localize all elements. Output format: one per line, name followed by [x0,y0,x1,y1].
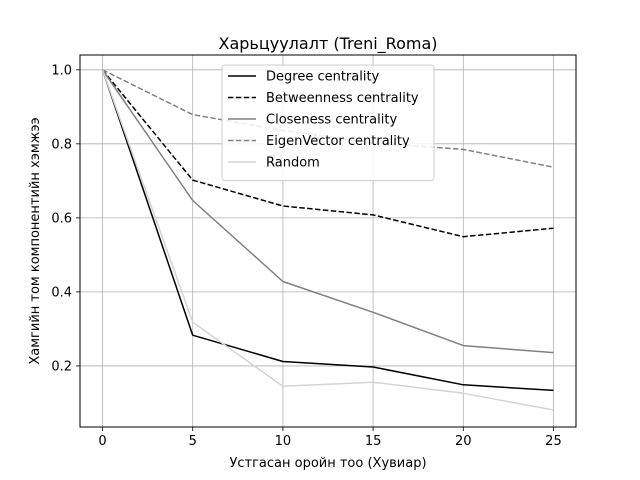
x-tick-label: 10 [275,434,292,449]
legend-label: EigenVector centrality [266,134,410,149]
x-tick-label: 5 [189,434,197,449]
legend-label: Closeness centrality [266,113,397,128]
series-line-betweenness-centrality [101,69,554,238]
x-tick-label: 25 [545,434,562,449]
legend-label: Degree centrality [266,70,380,85]
y-axis-label: Хамгийн том компонентийн хэмжээ [28,117,43,364]
y-tick-label: 0.2 [51,359,72,374]
x-tick-label: 15 [365,434,382,449]
y-tick-label: 0.4 [51,285,72,300]
y-tick-label: 0.6 [51,211,72,226]
legend: Degree centrality Betweenness centrality C… [221,64,435,181]
chart-title: Харьцуулалт (Treni_Roma) [219,34,438,54]
legend-label: Betweenness centrality [266,91,419,106]
legend-box [221,64,435,181]
series-line-closeness-centrality [101,69,554,354]
x-tick-label: 20 [455,434,472,449]
ticks-layer: 0 5 10 15 20 25 0.2 0.4 0.6 0.8 1.0 [51,63,561,449]
series-line-random [101,69,554,411]
y-tick-label: 1.0 [51,63,72,78]
legend-label: Random [266,156,320,171]
x-axis-label: Устгасан оройн тоо (Хувиар) [229,456,426,471]
x-tick-label: 0 [98,434,106,449]
series-line-degree-centrality [101,69,554,392]
y-tick-label: 0.8 [51,137,72,152]
plot-frame [79,54,577,428]
